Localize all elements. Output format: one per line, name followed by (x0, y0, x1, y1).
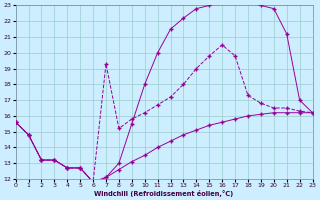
X-axis label: Windchill (Refroidissement éolien,°C): Windchill (Refroidissement éolien,°C) (94, 190, 234, 197)
